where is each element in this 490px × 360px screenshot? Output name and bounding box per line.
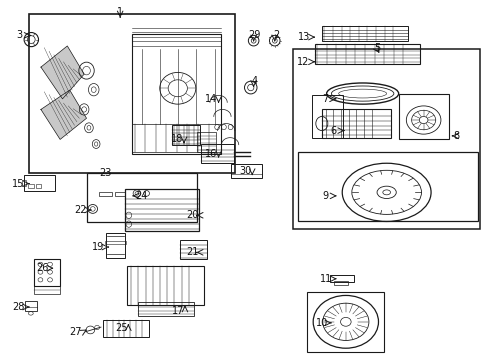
Text: 11: 11 xyxy=(319,274,332,284)
Bar xyxy=(307,292,384,352)
Bar xyxy=(29,14,235,173)
Text: 4: 4 xyxy=(251,76,258,86)
Text: 7: 7 xyxy=(322,94,329,104)
Text: 9: 9 xyxy=(322,191,329,201)
Bar xyxy=(312,95,343,138)
Text: 13: 13 xyxy=(297,32,310,42)
Bar xyxy=(115,192,125,196)
Text: 25: 25 xyxy=(115,323,127,333)
Bar xyxy=(36,184,41,189)
Text: 24: 24 xyxy=(136,191,148,201)
Bar xyxy=(127,266,204,305)
Text: 8: 8 xyxy=(453,131,459,141)
Text: 20: 20 xyxy=(186,210,198,220)
Text: 14: 14 xyxy=(205,94,218,104)
Bar xyxy=(180,240,207,259)
Text: 3: 3 xyxy=(16,30,23,40)
Text: 17: 17 xyxy=(172,306,184,315)
Bar xyxy=(298,152,478,221)
Text: 27: 27 xyxy=(70,327,82,337)
Text: 30: 30 xyxy=(239,166,251,176)
Text: 16: 16 xyxy=(205,149,218,158)
Polygon shape xyxy=(41,90,87,139)
Bar xyxy=(201,144,234,163)
Bar xyxy=(24,175,55,190)
Bar xyxy=(106,233,125,258)
Bar xyxy=(22,180,26,186)
Bar xyxy=(132,33,221,154)
Text: 18: 18 xyxy=(171,134,183,144)
Bar xyxy=(172,125,200,145)
Bar xyxy=(105,241,126,244)
Text: 29: 29 xyxy=(248,30,261,40)
Bar xyxy=(125,189,199,231)
Bar xyxy=(34,286,60,294)
Text: 6: 6 xyxy=(331,126,337,136)
Text: 5: 5 xyxy=(374,43,380,53)
Bar xyxy=(399,94,449,139)
Bar xyxy=(25,301,37,311)
Text: 26: 26 xyxy=(36,263,49,273)
Bar xyxy=(197,132,216,152)
Bar xyxy=(315,44,420,64)
Text: 2: 2 xyxy=(273,30,279,40)
Text: 22: 22 xyxy=(74,205,87,215)
Bar xyxy=(293,49,480,229)
Bar xyxy=(322,26,408,41)
Bar xyxy=(231,164,262,178)
Text: 10: 10 xyxy=(316,318,328,328)
Text: 23: 23 xyxy=(99,168,112,178)
Text: 1: 1 xyxy=(117,8,123,17)
Bar xyxy=(34,259,60,286)
Bar xyxy=(322,109,392,138)
Bar xyxy=(138,302,194,316)
Bar xyxy=(98,192,112,196)
Text: 12: 12 xyxy=(297,57,310,67)
Bar xyxy=(334,281,348,285)
Text: 21: 21 xyxy=(186,247,198,257)
Text: 19: 19 xyxy=(93,242,105,252)
Text: 15: 15 xyxy=(12,179,24,189)
Bar xyxy=(28,184,34,189)
Bar xyxy=(103,320,149,337)
Polygon shape xyxy=(41,46,84,99)
Bar xyxy=(330,275,353,282)
Bar xyxy=(87,173,197,222)
Text: 28: 28 xyxy=(12,302,24,312)
